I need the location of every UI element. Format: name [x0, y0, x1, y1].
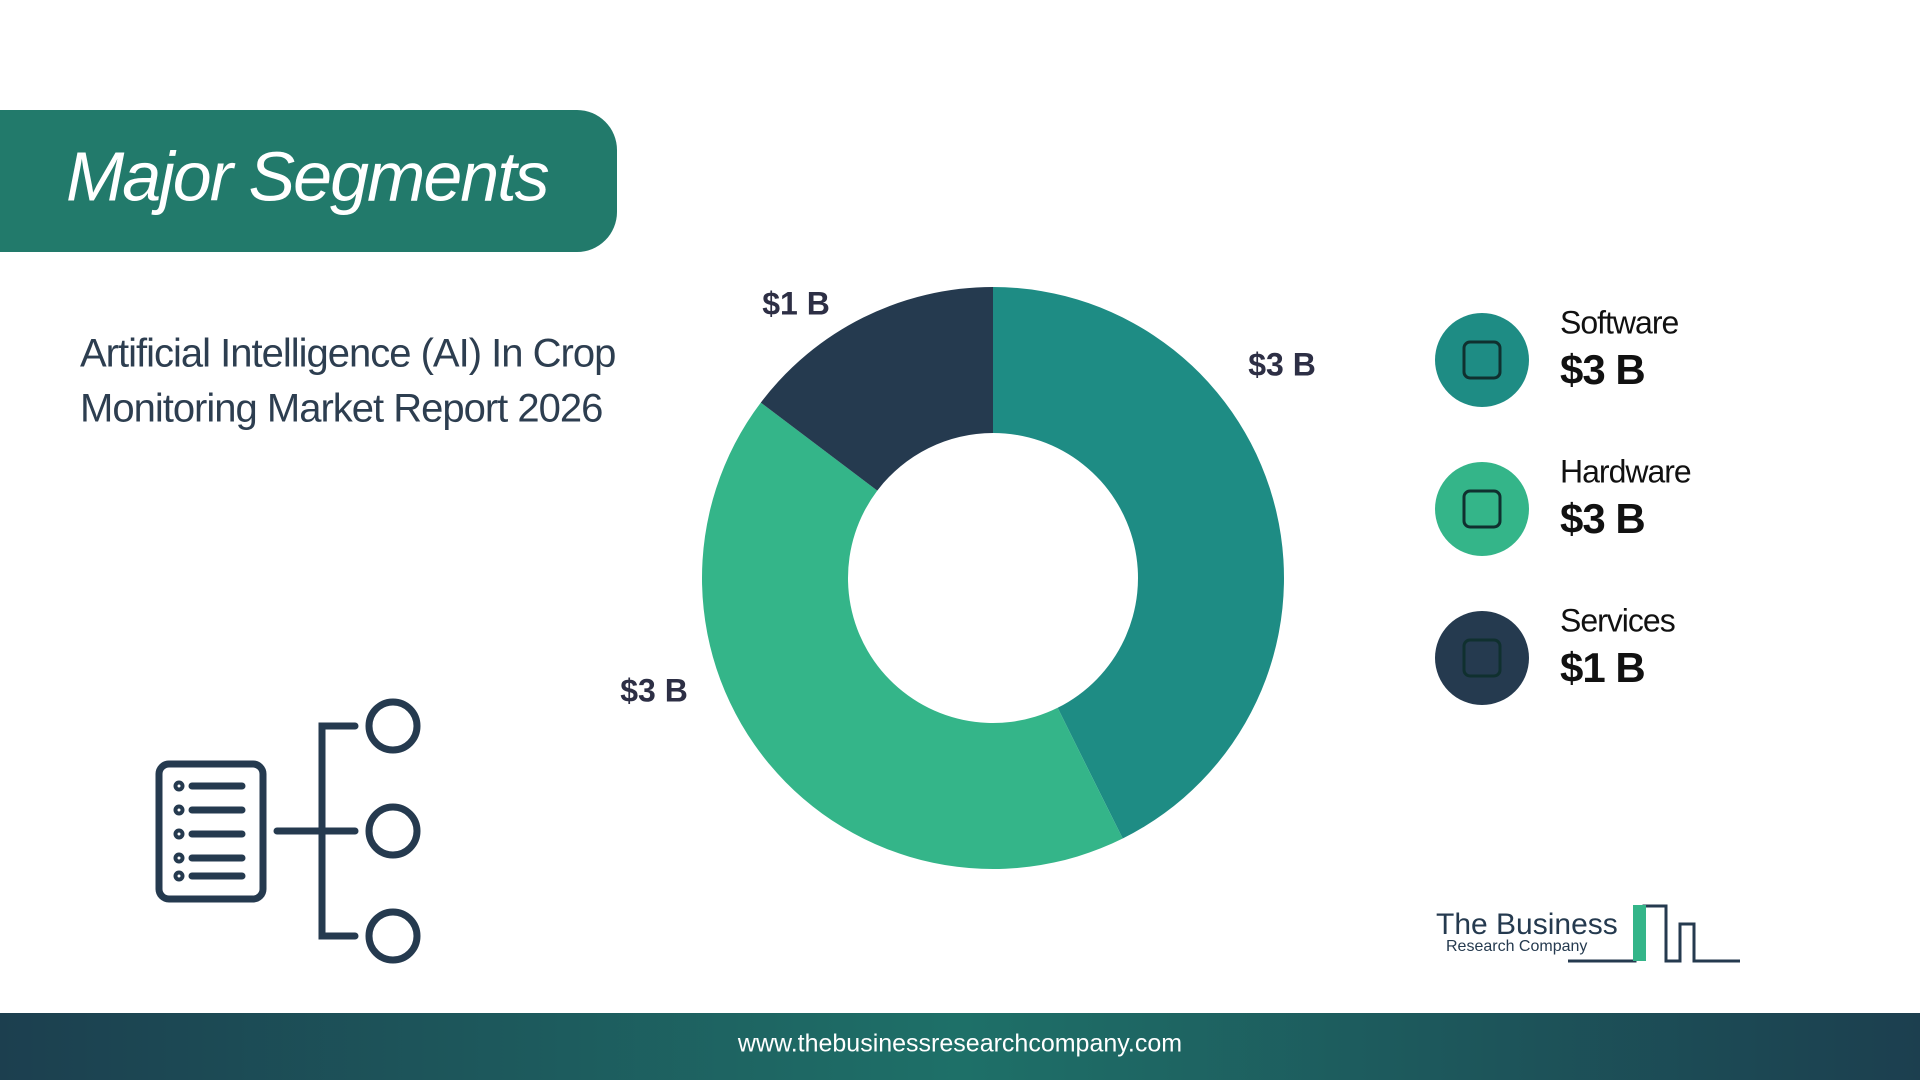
- legend-label: Software: [1560, 304, 1678, 340]
- subtitle-line: Artificial Intelligence (AI) In Crop: [80, 332, 615, 376]
- legend-value: $1 B: [1560, 644, 1645, 691]
- footer-url[interactable]: www.thebusinessresearchcompany.com: [737, 1030, 1182, 1058]
- legend-label: Hardware: [1560, 453, 1691, 489]
- report-icon: [155, 698, 421, 964]
- legend-icon: [1435, 462, 1529, 556]
- donut-slice: [702, 402, 1123, 869]
- legend-icon-glyph: [1462, 489, 1502, 529]
- legend-value: $3 B: [1560, 495, 1645, 542]
- legend-icon: [1435, 611, 1529, 705]
- legend-icon-glyph: [1462, 340, 1502, 380]
- data-label: $3 B: [620, 672, 688, 708]
- legend-label: Services: [1560, 602, 1675, 638]
- legend-value: $3 B: [1560, 346, 1645, 393]
- donut-slice: [760, 287, 993, 491]
- legend-icon-glyph: [1462, 638, 1502, 678]
- legend-icon: [1435, 313, 1529, 407]
- chart-title: Major Segments: [66, 137, 549, 215]
- donut-slice: [993, 287, 1284, 839]
- subtitle-line: Monitoring Market Report 2026: [80, 387, 602, 431]
- data-label: $3 B: [1248, 346, 1316, 382]
- footer-bar: [0, 1013, 1920, 1080]
- logo-text: Research Company: [1446, 938, 1587, 955]
- logo-text: The Business: [1436, 908, 1618, 941]
- logo: The Business Research Company: [1436, 904, 1740, 963]
- title-banner: [0, 110, 617, 252]
- data-label: $1 B: [762, 285, 830, 321]
